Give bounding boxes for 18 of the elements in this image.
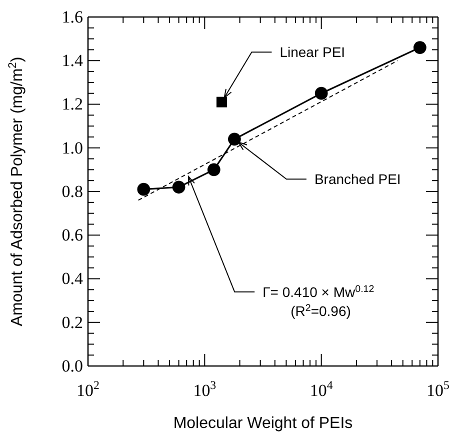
x-axis-title: Molecular Weight of PEIs: [173, 415, 353, 432]
y-tick-label: 0.6: [62, 226, 83, 245]
x-tick-label: 10$^{5}$: [426, 378, 450, 400]
annotation: Linear PEI: [280, 44, 346, 60]
y-tick-label: 0.4: [62, 269, 84, 288]
annotation: Branched PEI: [314, 171, 401, 188]
x-tick-label: 10$^{4}$: [310, 378, 333, 400]
y-tick-label: 1.0: [62, 138, 83, 158]
annotation: (R$^{2}$=0.96): [290, 302, 351, 319]
x-tick-label: 10$^{3}$: [193, 378, 216, 400]
y-tick-label: 1.6: [62, 7, 83, 26]
annotation: Γ= 0.410 × Mw$^{0.12}$: [262, 283, 374, 300]
y-tick-label: 0.8: [62, 182, 83, 201]
y-tick-label: 0.0: [62, 356, 83, 376]
y-tick-label: 0.2: [62, 312, 83, 332]
y-tick-label: 1.2: [62, 94, 83, 114]
y-tick-label: 1.4: [62, 51, 84, 70]
x-tick-label: 10$^{2}$: [76, 378, 100, 400]
